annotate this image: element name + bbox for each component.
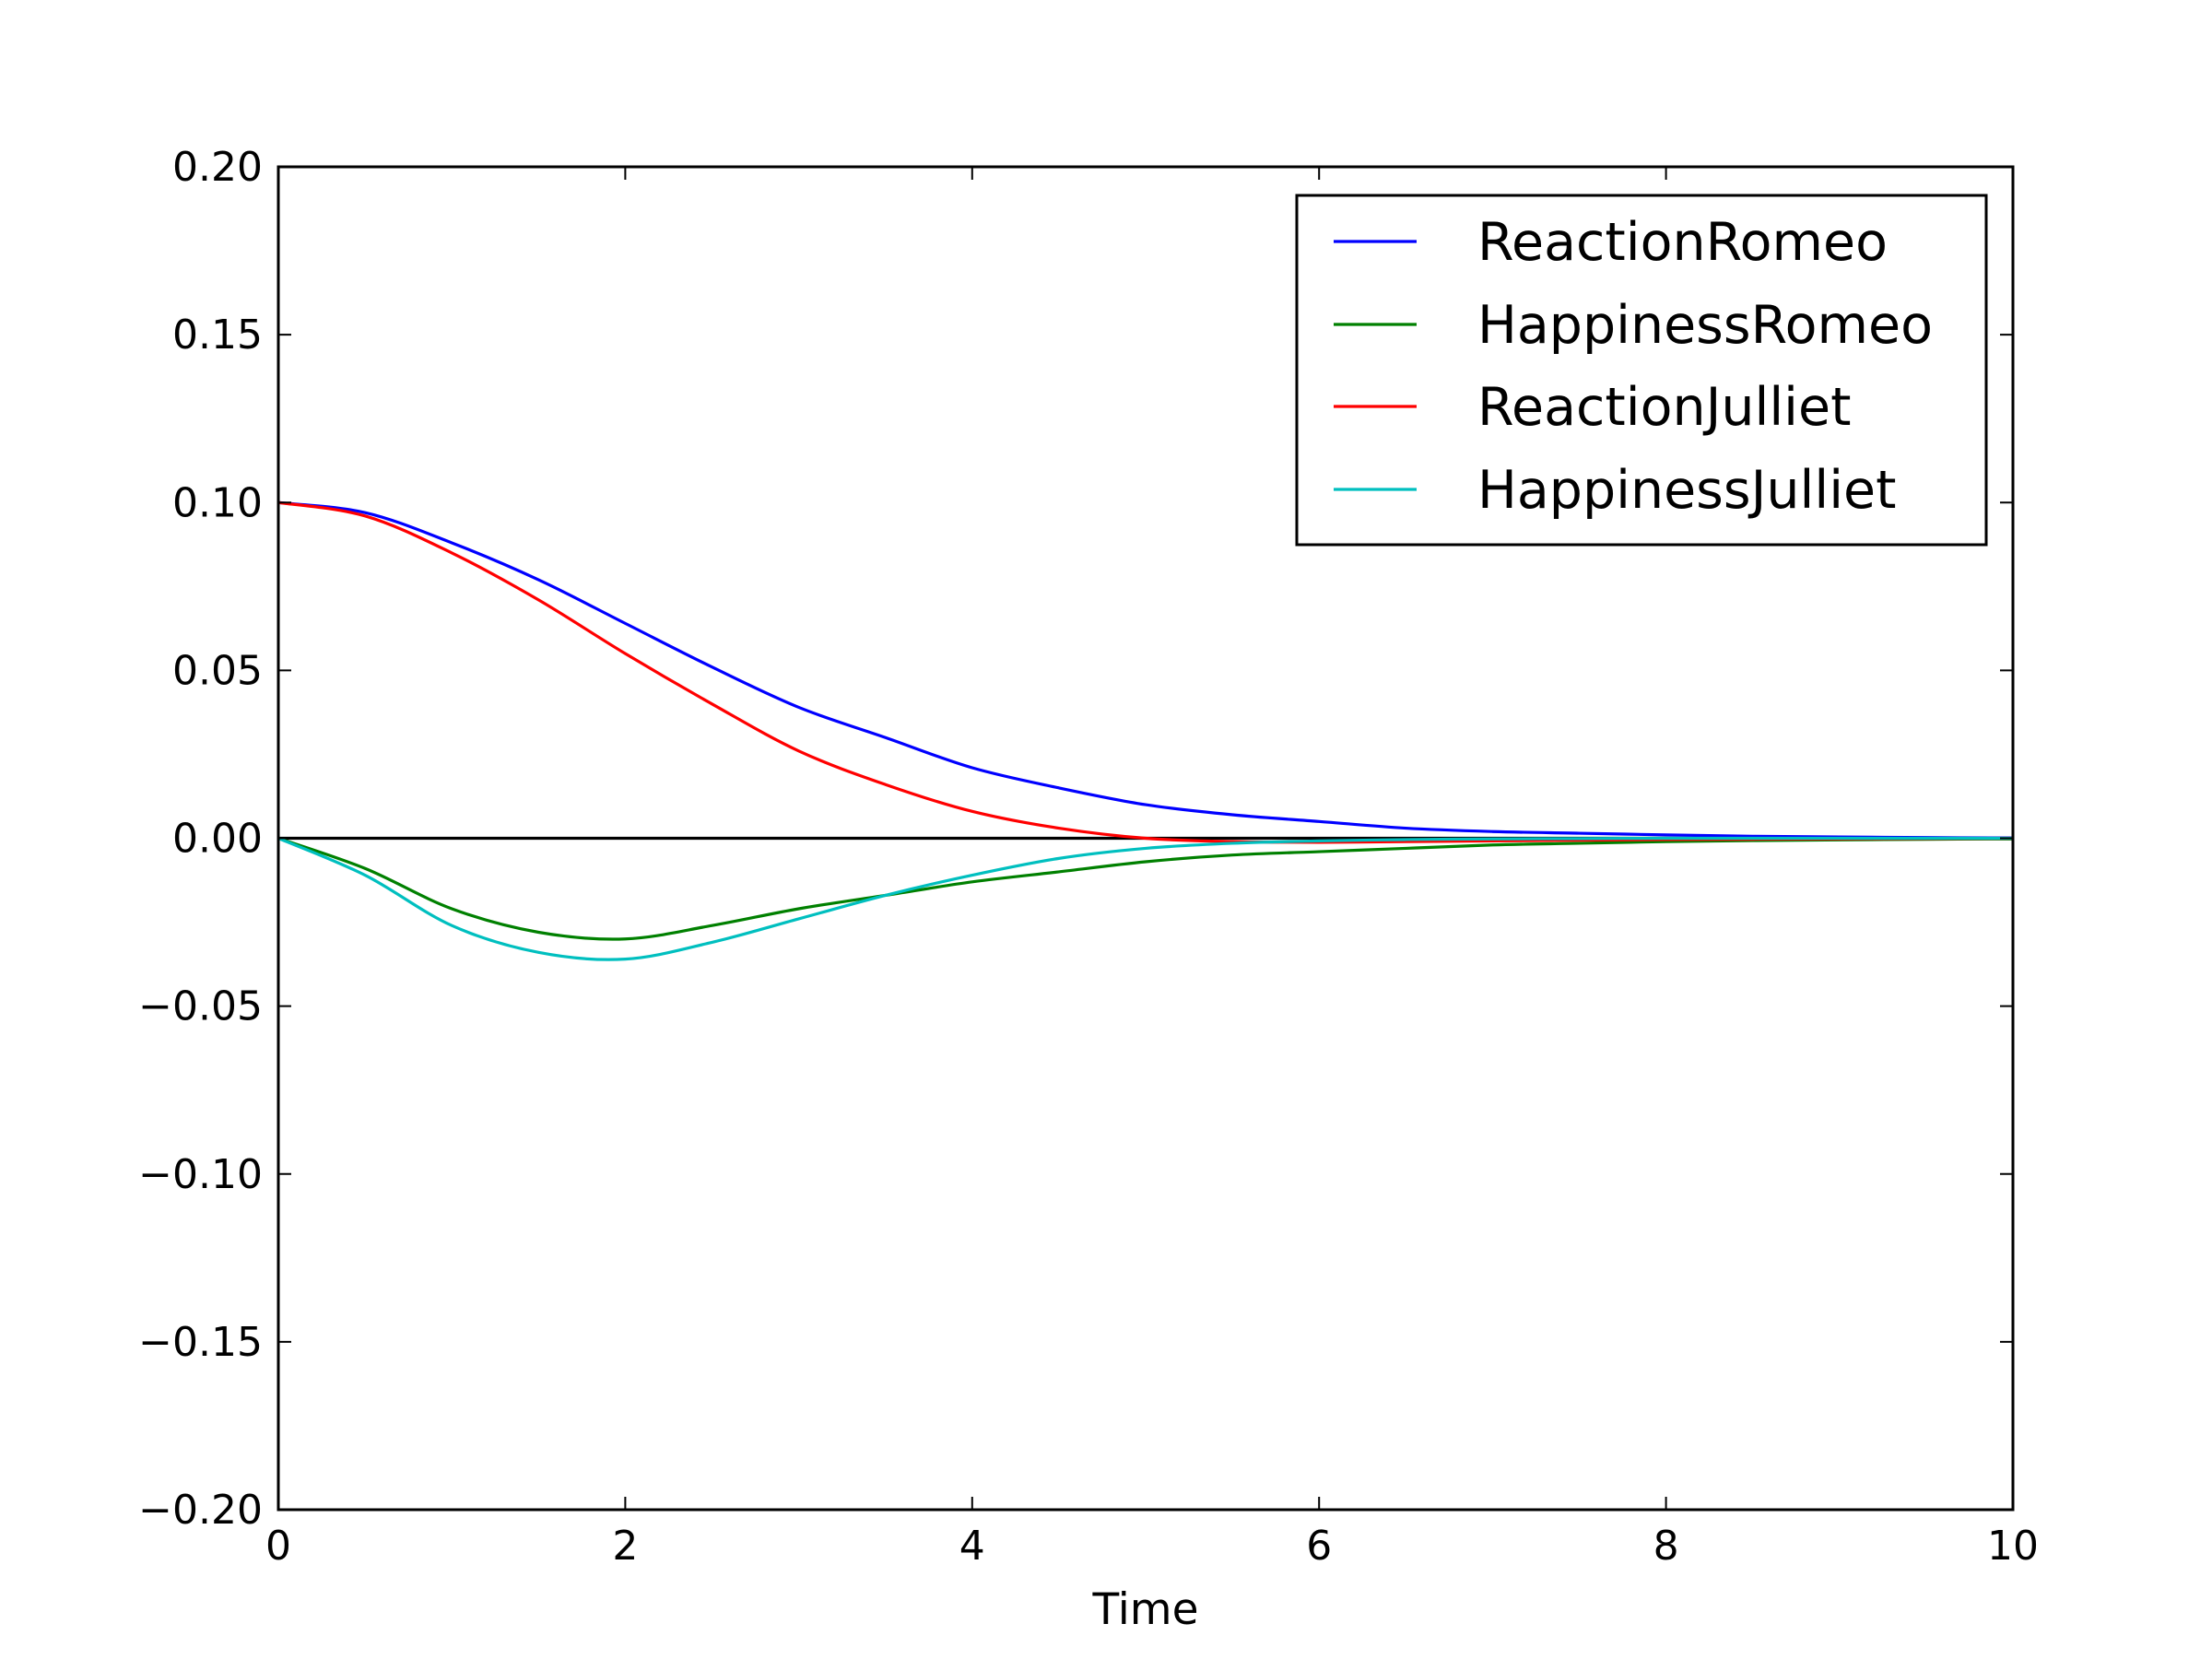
legend-label-reactionjulliet: ReactionJulliet [1477,377,1851,438]
legend-box [1295,194,1988,547]
legend-label-reactionromeo: ReactionRomeo [1477,212,1888,273]
legend-label-happinessromeo: HappinessRomeo [1477,295,1933,356]
y-tick-label: −0.15 [138,1319,263,1366]
x-tick-label: 4 [959,1523,985,1570]
y-tick-label: 0.10 [172,479,263,526]
series-line-reactionromeo [278,500,2013,840]
legend-label-happinessjulliet: HappinessJulliet [1477,460,1896,521]
y-tick-label: 0.15 [172,312,263,359]
series-lines [278,500,2013,961]
y-tick-label: −0.20 [138,1487,263,1534]
x-tick-label: 0 [265,1523,291,1570]
x-axis-label: Time [1091,1584,1198,1635]
x-tick-label: 10 [1987,1523,2039,1570]
x-tick-label: 6 [1306,1523,1332,1570]
y-tick-label: 0.20 [172,144,263,191]
plot-frame [276,165,2015,1512]
series-line-reactionjulliet [278,500,2013,844]
y-tick-label: 0.00 [172,816,263,863]
series-line-happinessromeo [278,836,2013,941]
y-tick-label: −0.05 [138,983,263,1030]
y-tick-label: 0.05 [172,647,263,694]
y-tick-label: −0.10 [138,1151,263,1198]
x-tick-label: 8 [1653,1523,1679,1570]
x-tick-label: 2 [612,1523,638,1570]
legend: ReactionRomeo HappinessRomeo ReactionJulli… [1295,194,1988,547]
tick-labels: 0 2 4 6 8 10 −0.20 −0.15 −0.10 −0.05 0.00 0.05 0.10 0… [138,144,2039,1570]
series-line-happinessjulliet [278,836,2013,961]
